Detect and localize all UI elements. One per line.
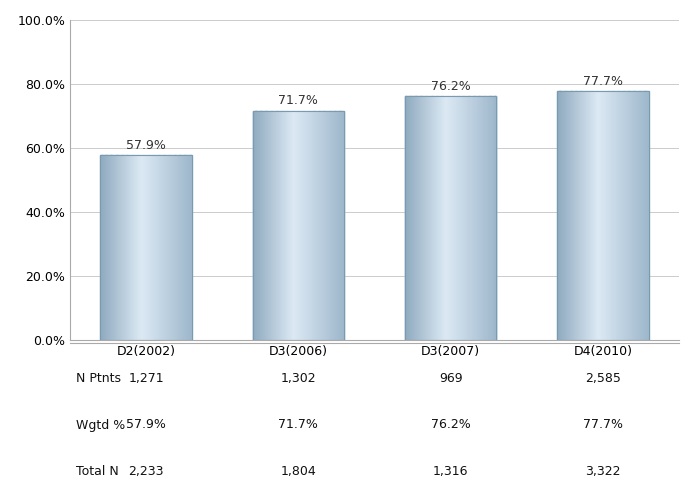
Bar <box>101 154 192 340</box>
Text: Total N: Total N <box>76 465 119 478</box>
Text: 3,322: 3,322 <box>585 465 621 478</box>
Text: 77.7%: 77.7% <box>583 418 623 432</box>
Text: 71.7%: 71.7% <box>279 94 318 108</box>
Text: 1,316: 1,316 <box>433 465 468 478</box>
Text: 969: 969 <box>439 372 463 385</box>
Bar <box>557 92 649 340</box>
Text: N Ptnts: N Ptnts <box>76 372 121 385</box>
Bar <box>405 96 496 340</box>
Text: 57.9%: 57.9% <box>126 418 166 432</box>
Text: Wgtd %: Wgtd % <box>76 418 125 432</box>
Text: 71.7%: 71.7% <box>279 418 318 432</box>
Text: 57.9%: 57.9% <box>126 138 166 151</box>
Text: 76.2%: 76.2% <box>430 418 470 432</box>
Text: 1,804: 1,804 <box>281 465 316 478</box>
Text: 1,271: 1,271 <box>128 372 164 385</box>
Text: 2,585: 2,585 <box>585 372 621 385</box>
Text: 1,302: 1,302 <box>281 372 316 385</box>
Bar <box>253 110 344 340</box>
Text: 2,233: 2,233 <box>128 465 164 478</box>
Text: 77.7%: 77.7% <box>583 75 623 88</box>
Text: 76.2%: 76.2% <box>430 80 470 93</box>
